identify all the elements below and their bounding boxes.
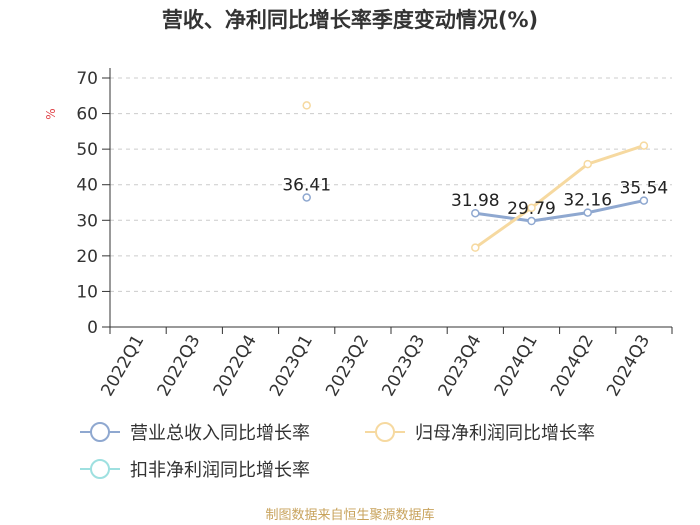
y-tick-label: 20 <box>76 247 98 267</box>
data-point <box>583 159 592 169</box>
x-tick-label: 2024Q2 <box>547 332 598 400</box>
data-point <box>583 208 592 217</box>
series-line <box>475 199 645 223</box>
legend-item: 归母净利润同比增长率 <box>365 422 595 444</box>
x-tick-label: 2023Q2 <box>322 332 373 400</box>
x-tick-label: 2022Q4 <box>210 332 261 400</box>
y-tick-label: 60 <box>76 105 98 125</box>
x-tick-labels: 2022Q1 2022Q3 2022Q4 2023Q1 2023Q2 2023Q3 2023… <box>97 332 654 400</box>
y-tick-label: 50 <box>76 140 98 160</box>
data-point <box>639 141 649 150</box>
source-footer: 制图数据来自恒生聚源数据库 <box>265 508 435 523</box>
legend-marker <box>90 459 110 479</box>
y-tick-label: 30 <box>76 211 98 231</box>
legend-item: 扣非净利润同比增长率 <box>80 459 310 481</box>
data-label: 32.16 <box>563 191 612 211</box>
chart-title: 营收、净利同比增长率季度变动情况(%) <box>161 8 539 32</box>
y-axis-unit: % <box>44 108 58 119</box>
legend-label: 归母净利润同比增长率 <box>415 423 595 444</box>
data-labels: 36.41 31.98 29.79 32.16 35.54 <box>282 175 668 219</box>
x-tick-label: 2023Q4 <box>435 332 486 400</box>
data-point <box>527 203 536 213</box>
y-tick-label: 0 <box>87 318 98 338</box>
data-point <box>302 101 311 110</box>
x-tick-label: 2022Q1 <box>97 332 148 400</box>
data-point <box>302 193 311 202</box>
series-line <box>474 144 645 249</box>
series-1 <box>302 193 649 226</box>
grid-lines <box>110 77 672 292</box>
data-label: 29.79 <box>507 199 556 219</box>
series-group <box>302 101 649 252</box>
data-point <box>471 208 480 218</box>
x-tick-label: 2024Q3 <box>603 332 654 400</box>
x-tick-label: 2024Q1 <box>491 332 542 400</box>
y-tick-label: 40 <box>76 176 98 196</box>
y-tick-label: 70 <box>76 69 98 89</box>
legend-label: 扣非净利润同比增长率 <box>130 460 310 481</box>
data-point <box>527 216 536 226</box>
series-2 <box>302 101 649 252</box>
legend-label: 营业总收入同比增长率 <box>130 423 310 444</box>
data-label: 36.41 <box>282 175 331 195</box>
x-tick-label: 2023Q3 <box>378 332 429 400</box>
data-label: 35.54 <box>620 179 669 199</box>
data-label: 31.98 <box>451 191 500 211</box>
y-tick-labels: 0 10 20 30 40 50 60 70 <box>76 69 98 338</box>
legend-marker <box>90 422 110 442</box>
legend-marker <box>375 422 395 442</box>
y-tick-label: 10 <box>76 282 98 302</box>
data-point <box>471 243 480 252</box>
x-tick-label: 2022Q3 <box>154 332 205 400</box>
legend-item: 营业总收入同比增长率 <box>80 422 310 444</box>
axes <box>102 68 673 334</box>
x-tick-label: 2023Q1 <box>266 332 317 400</box>
data-point <box>639 196 649 205</box>
